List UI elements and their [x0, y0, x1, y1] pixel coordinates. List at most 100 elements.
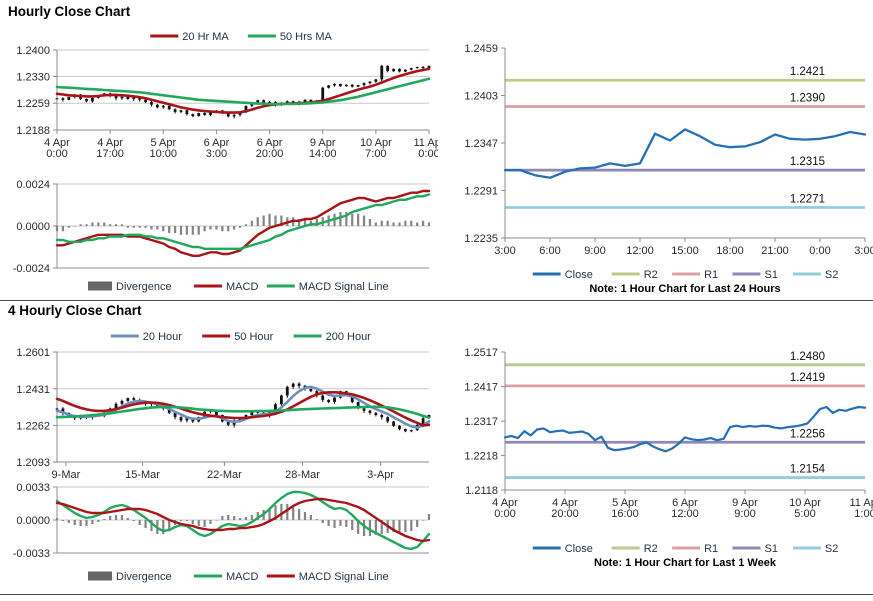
svg-text:1.2601: 1.2601	[16, 347, 50, 359]
svg-text:12:00: 12:00	[626, 245, 654, 257]
svg-text:3:00: 3:00	[494, 245, 515, 257]
hourly-macd-svg: 0.0024 0.0000 -0.0024 Divergence MACD MACD Si…	[13, 179, 431, 293]
svg-text:S1: S1	[765, 543, 778, 554]
svg-text:-0.0033: -0.0033	[13, 548, 50, 560]
svg-text:1.2480: 1.2480	[790, 351, 825, 363]
svg-text:1.2093: 1.2093	[16, 457, 50, 469]
svg-text:9:00: 9:00	[734, 508, 755, 520]
svg-text:MACD Signal Line: MACD Signal Line	[299, 571, 389, 583]
svg-text:R2: R2	[644, 543, 658, 554]
svg-text:10:00: 10:00	[150, 148, 178, 160]
svg-text:S1: S1	[765, 269, 778, 281]
svg-text:0.0000: 0.0000	[16, 515, 50, 527]
svg-text:MACD: MACD	[226, 571, 258, 583]
svg-text:1.2235: 1.2235	[464, 233, 498, 245]
svg-text:6 Apr: 6 Apr	[257, 137, 283, 149]
svg-text:0:00: 0:00	[46, 148, 67, 160]
svg-text:1.2421: 1.2421	[790, 66, 825, 78]
svg-text:6:00: 6:00	[539, 245, 560, 257]
svg-text:1.2291: 1.2291	[464, 186, 498, 198]
svg-text:22-Mar: 22-Mar	[207, 469, 242, 481]
svg-text:3:00: 3:00	[206, 148, 227, 160]
svg-text:0:00: 0:00	[494, 508, 515, 520]
svg-text:1.2417: 1.2417	[464, 382, 498, 394]
svg-text:5 Apr: 5 Apr	[612, 497, 638, 509]
svg-text:20:00: 20:00	[551, 508, 579, 520]
svg-text:14:00: 14:00	[309, 148, 337, 160]
svg-text:12:00: 12:00	[671, 508, 699, 520]
svg-text:9 Apr: 9 Apr	[310, 137, 336, 149]
svg-text:28-Mar: 28-Mar	[285, 469, 320, 481]
svg-text:4 Apr: 4 Apr	[97, 137, 123, 149]
hourly-price-chart: 1.2400 1.2330 1.2259 1.2188 4 Apr 0:00 4 Apr 17…	[8, 26, 444, 172]
svg-text:4 Apr: 4 Apr	[552, 497, 578, 509]
svg-text:4 Apr: 4 Apr	[492, 497, 518, 509]
svg-text:10 Apr: 10 Apr	[789, 497, 821, 509]
four-hourly-pivot-chart: 1.2517 1.2417 1.2317 1.2218 1.2118 4 Apr 0:00 4…	[436, 322, 873, 555]
svg-text:9-Mar: 9-Mar	[52, 469, 81, 481]
svg-text:1.2262: 1.2262	[16, 420, 50, 432]
bottom-separator	[0, 594, 873, 595]
svg-text:0.0000: 0.0000	[16, 221, 50, 233]
svg-text:1:00: 1:00	[854, 508, 873, 520]
svg-text:Close: Close	[565, 543, 593, 554]
svg-text:1.2390: 1.2390	[790, 93, 825, 105]
svg-text:1.2218: 1.2218	[464, 450, 498, 462]
hourly-pivot-chart: 1.2459 1.2403 1.2347 1.2291 1.2235 3:00 6:00 9:…	[436, 24, 873, 282]
svg-text:Close: Close	[565, 269, 593, 281]
svg-text:7:00: 7:00	[365, 148, 386, 160]
svg-text:1.2256: 1.2256	[790, 428, 825, 440]
svg-text:11 Apr: 11 Apr	[414, 137, 439, 149]
svg-text:0:00: 0:00	[809, 245, 830, 257]
four-hourly-section-title: 4 Hourly Close Chart	[8, 303, 142, 318]
svg-text:1.2259: 1.2259	[16, 98, 50, 110]
svg-text:0.0033: 0.0033	[16, 482, 50, 494]
svg-text:20 Hr MA: 20 Hr MA	[182, 31, 229, 43]
svg-text:1.2419: 1.2419	[790, 372, 825, 384]
svg-text:S2: S2	[825, 543, 838, 554]
section-separator	[0, 300, 873, 301]
svg-text:18:00: 18:00	[716, 245, 744, 257]
svg-text:17:00: 17:00	[96, 148, 124, 160]
svg-text:50 Hour: 50 Hour	[234, 331, 273, 343]
hourly-macd-chart: 0.0024 0.0000 -0.0024 Divergence MACD MACD Si…	[8, 176, 438, 298]
svg-text:R1: R1	[704, 543, 718, 554]
svg-text:20:00: 20:00	[256, 148, 284, 160]
svg-text:1.2271: 1.2271	[790, 193, 825, 205]
svg-text:15-Mar: 15-Mar	[125, 469, 160, 481]
svg-text:21:00: 21:00	[761, 245, 789, 257]
svg-text:0:00: 0:00	[418, 148, 438, 160]
svg-text:R2: R2	[644, 269, 658, 281]
svg-text:1.2330: 1.2330	[16, 71, 50, 83]
svg-text:50 Hrs MA: 50 Hrs MA	[280, 31, 333, 43]
svg-text:MACD Signal Line: MACD Signal Line	[299, 281, 389, 293]
svg-text:3:00: 3:00	[854, 245, 873, 257]
svg-text:1.2315: 1.2315	[790, 156, 825, 168]
svg-text:4 Apr: 4 Apr	[44, 137, 70, 149]
svg-text:-0.0024: -0.0024	[13, 263, 50, 275]
svg-text:0.0024: 0.0024	[16, 179, 50, 191]
svg-text:9:00: 9:00	[584, 245, 605, 257]
svg-text:S2: S2	[825, 269, 838, 281]
svg-text:1.2118: 1.2118	[465, 485, 498, 497]
svg-text:5 Apr: 5 Apr	[150, 137, 176, 149]
svg-text:20 Hour: 20 Hour	[143, 331, 182, 343]
svg-text:1.2459: 1.2459	[464, 43, 498, 55]
svg-text:10 Apr: 10 Apr	[360, 137, 392, 149]
svg-text:3-Apr: 3-Apr	[367, 469, 394, 481]
svg-text:Divergence: Divergence	[116, 571, 172, 583]
four-hourly-macd-chart: 0.0033 0.0000 -0.0033 Divergence MACD MACD Si…	[8, 480, 438, 592]
svg-text:9 Apr: 9 Apr	[732, 497, 758, 509]
svg-text:11 Apr: 11 Apr	[850, 497, 873, 509]
svg-text:1.2400: 1.2400	[16, 45, 50, 57]
svg-text:R1: R1	[704, 269, 718, 281]
svg-text:Divergence: Divergence	[116, 281, 172, 293]
svg-text:1.2188: 1.2188	[16, 125, 50, 137]
svg-text:15:00: 15:00	[671, 245, 699, 257]
svg-text:1.2347: 1.2347	[464, 138, 498, 150]
svg-text:1.2431: 1.2431	[16, 384, 50, 396]
